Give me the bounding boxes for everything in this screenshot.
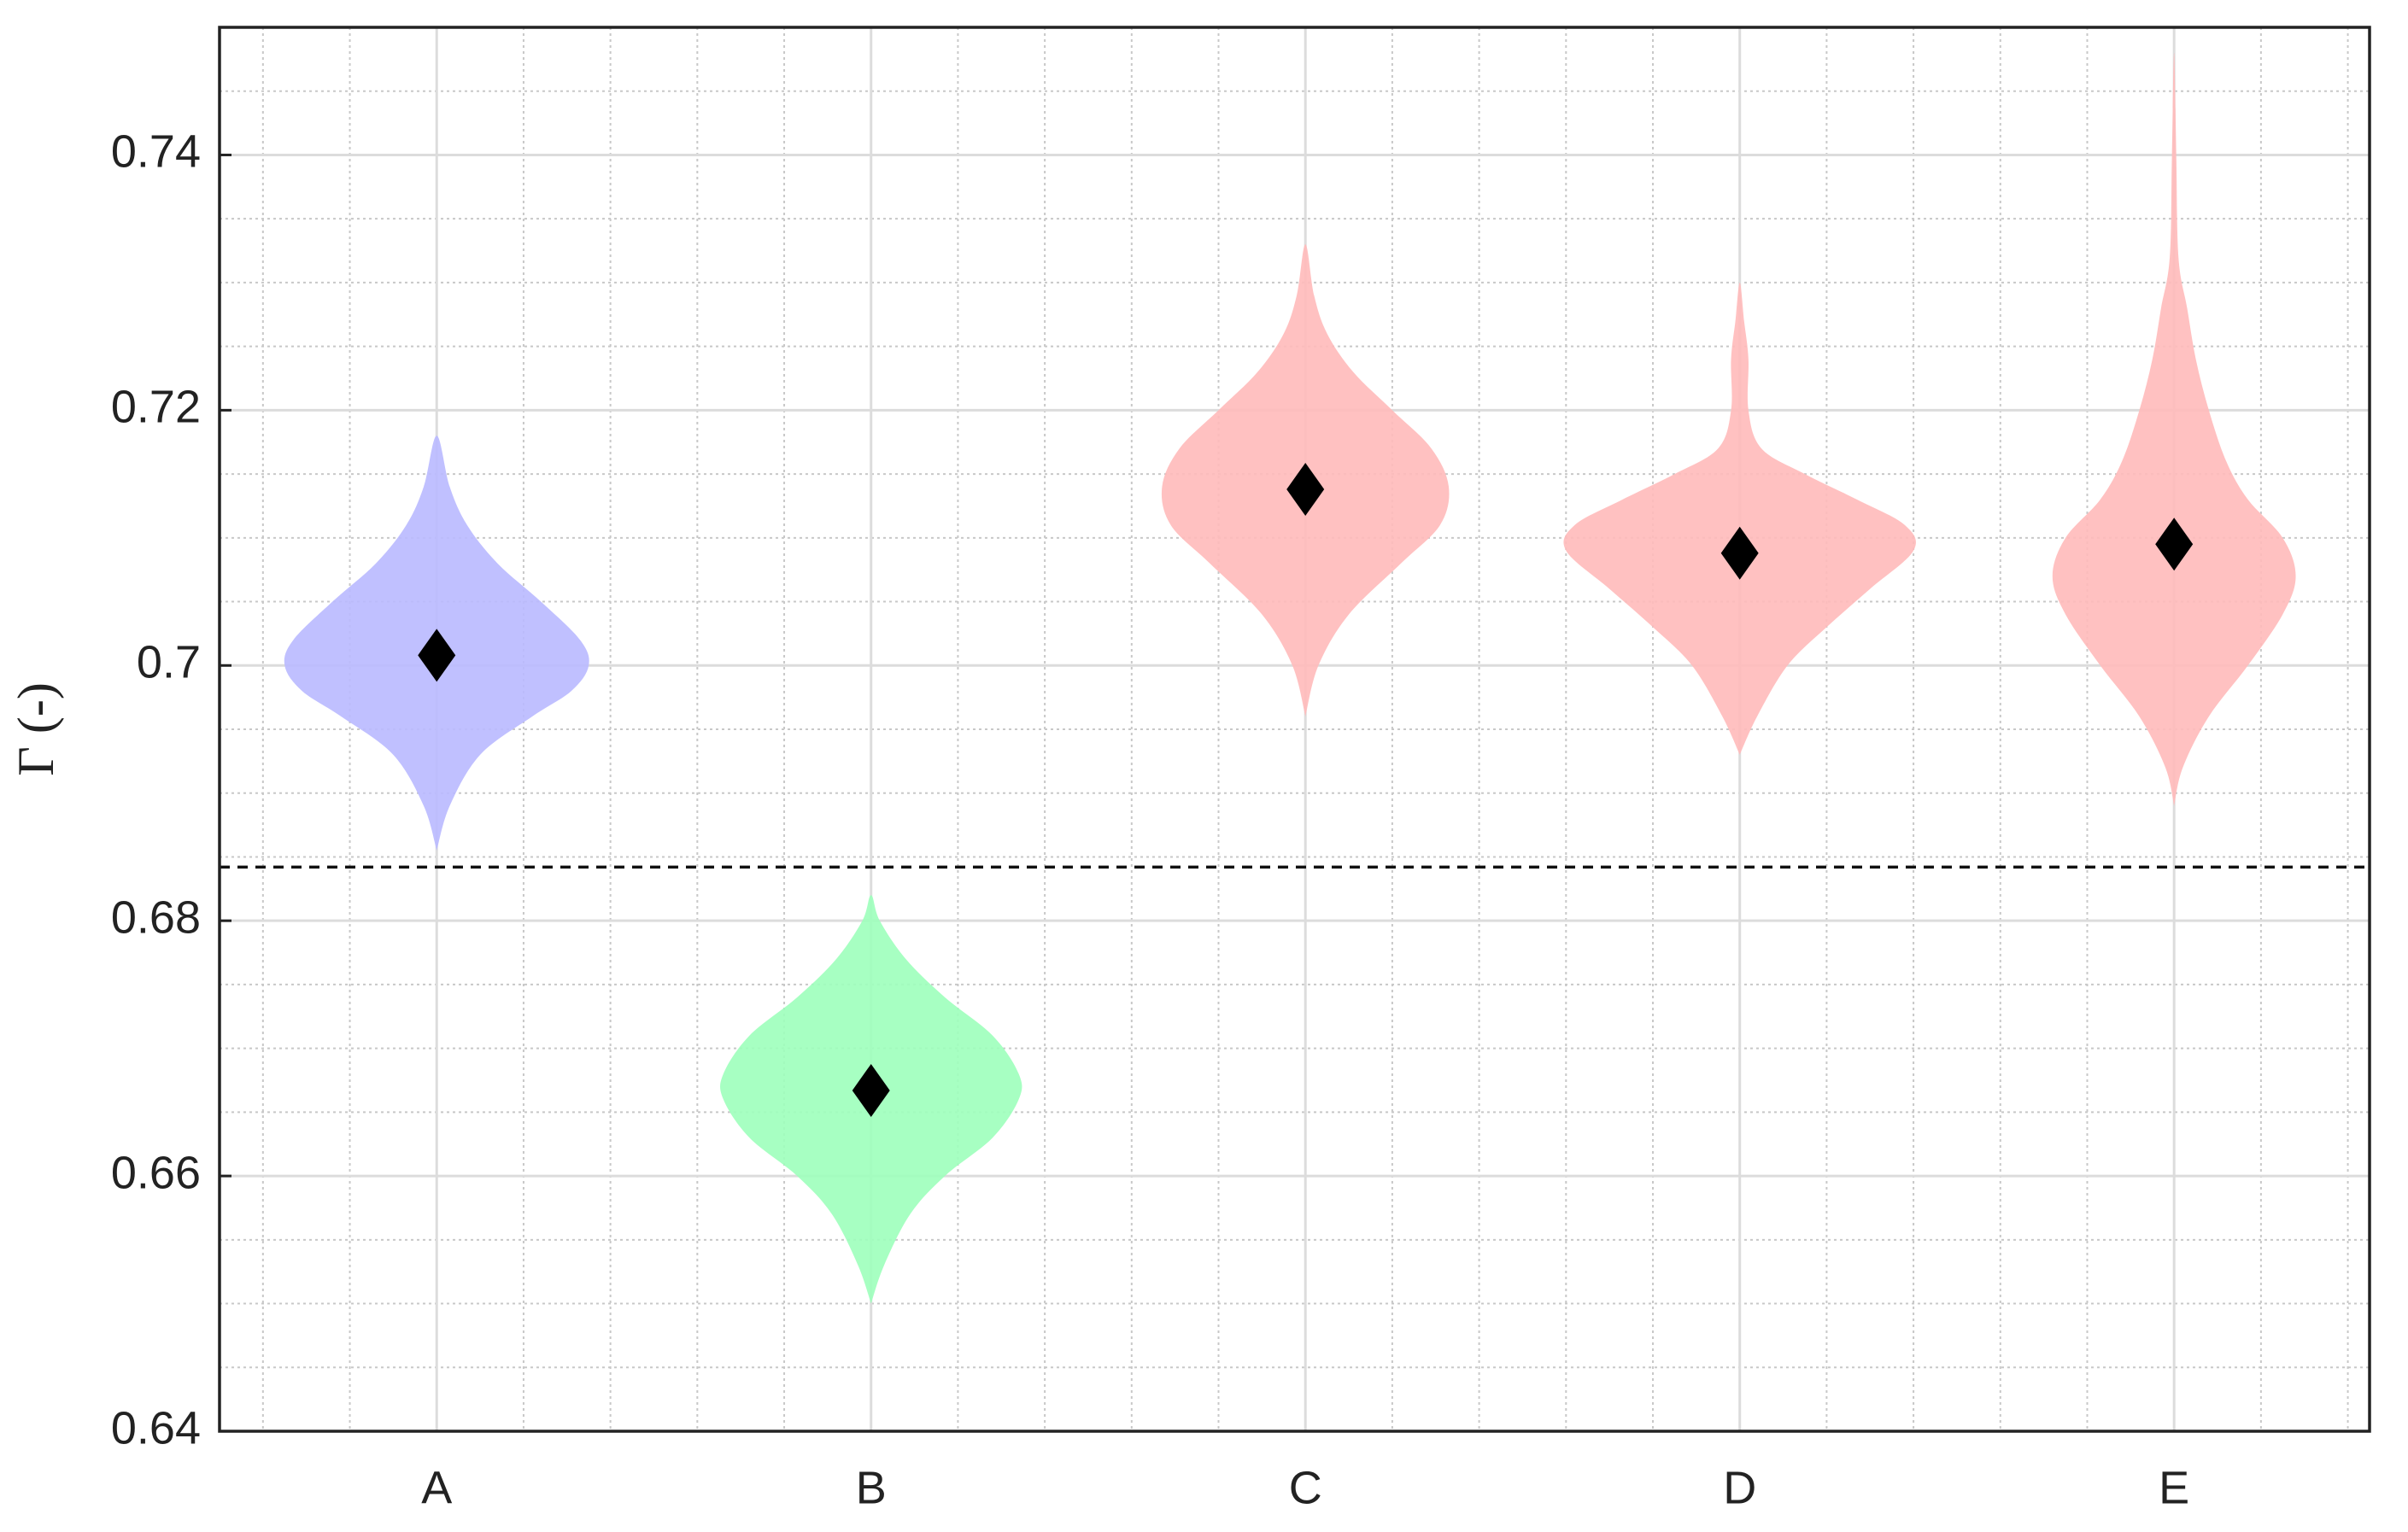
median-marker bbox=[1286, 463, 1325, 517]
y-tick-label: 0.74 bbox=[111, 126, 201, 178]
x-tick-label: C bbox=[1289, 1462, 1322, 1513]
median-marker bbox=[1720, 526, 1759, 580]
y-tick-label: 0.66 bbox=[111, 1147, 201, 1198]
plot-frame bbox=[218, 26, 2371, 1433]
x-tick-label: E bbox=[2159, 1462, 2189, 1513]
median-marker bbox=[2155, 517, 2194, 571]
y-tick-label: 0.68 bbox=[111, 892, 201, 943]
y-tick-label: 0.72 bbox=[111, 382, 201, 433]
median-marker bbox=[852, 1063, 890, 1117]
x-tick-label: B bbox=[856, 1462, 887, 1513]
y-tick-label: 0.7 bbox=[137, 637, 201, 688]
violin bbox=[2052, 52, 2296, 806]
x-tick-label: A bbox=[421, 1462, 452, 1513]
y-tick-label: 0.64 bbox=[111, 1402, 201, 1453]
x-tick-label: D bbox=[1723, 1462, 1756, 1513]
y-axis-label: Γ (-) bbox=[8, 682, 64, 776]
median-marker bbox=[418, 629, 456, 682]
violin bbox=[1563, 282, 1916, 755]
